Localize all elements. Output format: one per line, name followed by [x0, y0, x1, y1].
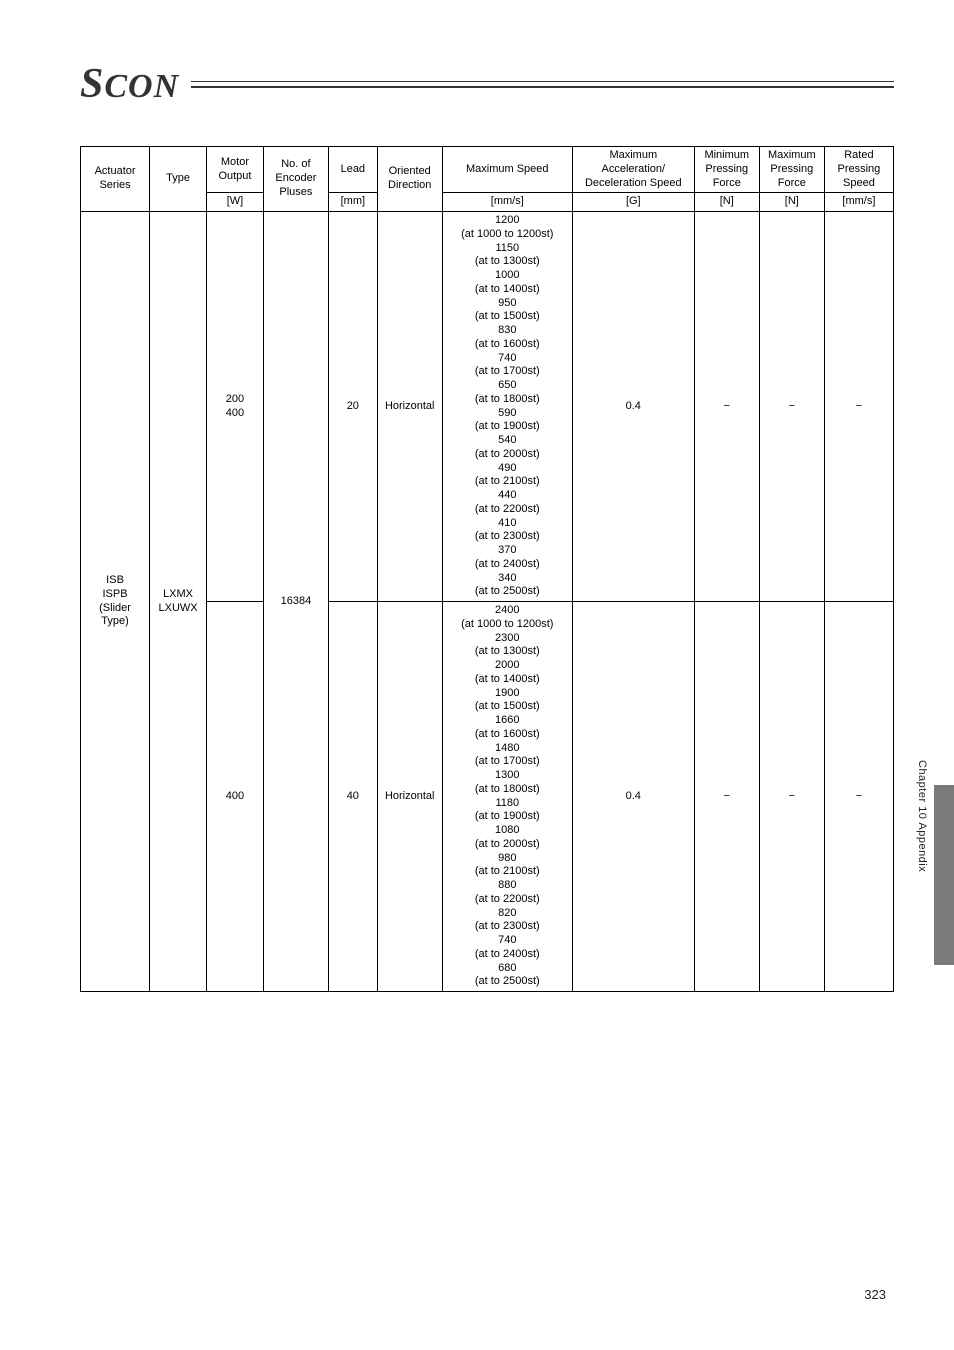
cell-min-force: − — [694, 212, 759, 602]
cell-lead: 40 — [328, 602, 377, 992]
col-max-speed: Maximum Speed — [442, 147, 572, 193]
spec-table: Actuator Series Type Motor Output No. of… — [80, 146, 894, 992]
side-tab — [934, 785, 954, 965]
logo: SCON — [80, 60, 179, 108]
unit-accel: [G] — [572, 193, 694, 212]
col-lead: Lead — [328, 147, 377, 193]
cell-min-force: − — [694, 602, 759, 992]
col-accel: Maximum Acceleration/ Deceleration Speed — [572, 147, 694, 193]
chapter-label: Chapter 10 Appendix — [916, 760, 928, 872]
unit-max-force: [N] — [759, 193, 824, 212]
col-direction: Oriented Direction — [377, 147, 442, 212]
col-motor-output: Motor Output — [207, 147, 264, 193]
col-rated-speed: Rated Pressing Speed — [824, 147, 893, 193]
logo-prefix: S — [80, 61, 104, 107]
cell-type: LXMX LXUWX — [150, 212, 207, 992]
unit-motor-output: [W] — [207, 193, 264, 212]
table-row: ISB ISPB (Slider Type) LXMX LXUWX 200 40… — [81, 212, 894, 602]
header-rule: SCON — [80, 60, 894, 108]
col-type: Type — [150, 147, 207, 212]
unit-max-speed: [mm/s] — [442, 193, 572, 212]
logo-rest: CON — [104, 68, 179, 105]
col-min-force: Minimum Pressing Force — [694, 147, 759, 193]
col-encoder: No. of Encoder Pluses — [263, 147, 328, 212]
table-header: Actuator Series Type Motor Output No. of… — [81, 147, 894, 212]
col-actuator-series: Actuator Series — [81, 147, 150, 212]
cell-rated-speed: − — [824, 602, 893, 992]
cell-accel: 0.4 — [572, 602, 694, 992]
col-max-force: Maximum Pressing Force — [759, 147, 824, 193]
unit-lead: [mm] — [328, 193, 377, 212]
cell-max-force: − — [759, 212, 824, 602]
cell-speed: 1200(at 1000 to 1200st)1150(at to 1300st… — [442, 212, 572, 602]
cell-lead: 20 — [328, 212, 377, 602]
cell-encoder: 16384 — [263, 212, 328, 992]
cell-rated-speed: − — [824, 212, 893, 602]
unit-rated-speed: [mm/s] — [824, 193, 893, 212]
cell-direction: Horizontal — [377, 602, 442, 992]
unit-min-force: [N] — [694, 193, 759, 212]
cell-accel: 0.4 — [572, 212, 694, 602]
page-content: SCON Actuator Series Type Motor Output N… — [0, 0, 954, 992]
page-number: 323 — [864, 1287, 886, 1302]
cell-motor-output: 400 — [207, 602, 264, 992]
header-line-icon — [191, 79, 894, 89]
cell-direction: Horizontal — [377, 212, 442, 602]
cell-speed: 2400(at 1000 to 1200st)2300(at to 1300st… — [442, 602, 572, 992]
cell-motor-output: 200 400 — [207, 212, 264, 602]
cell-actuator-series: ISB ISPB (Slider Type) — [81, 212, 150, 992]
cell-max-force: − — [759, 602, 824, 992]
